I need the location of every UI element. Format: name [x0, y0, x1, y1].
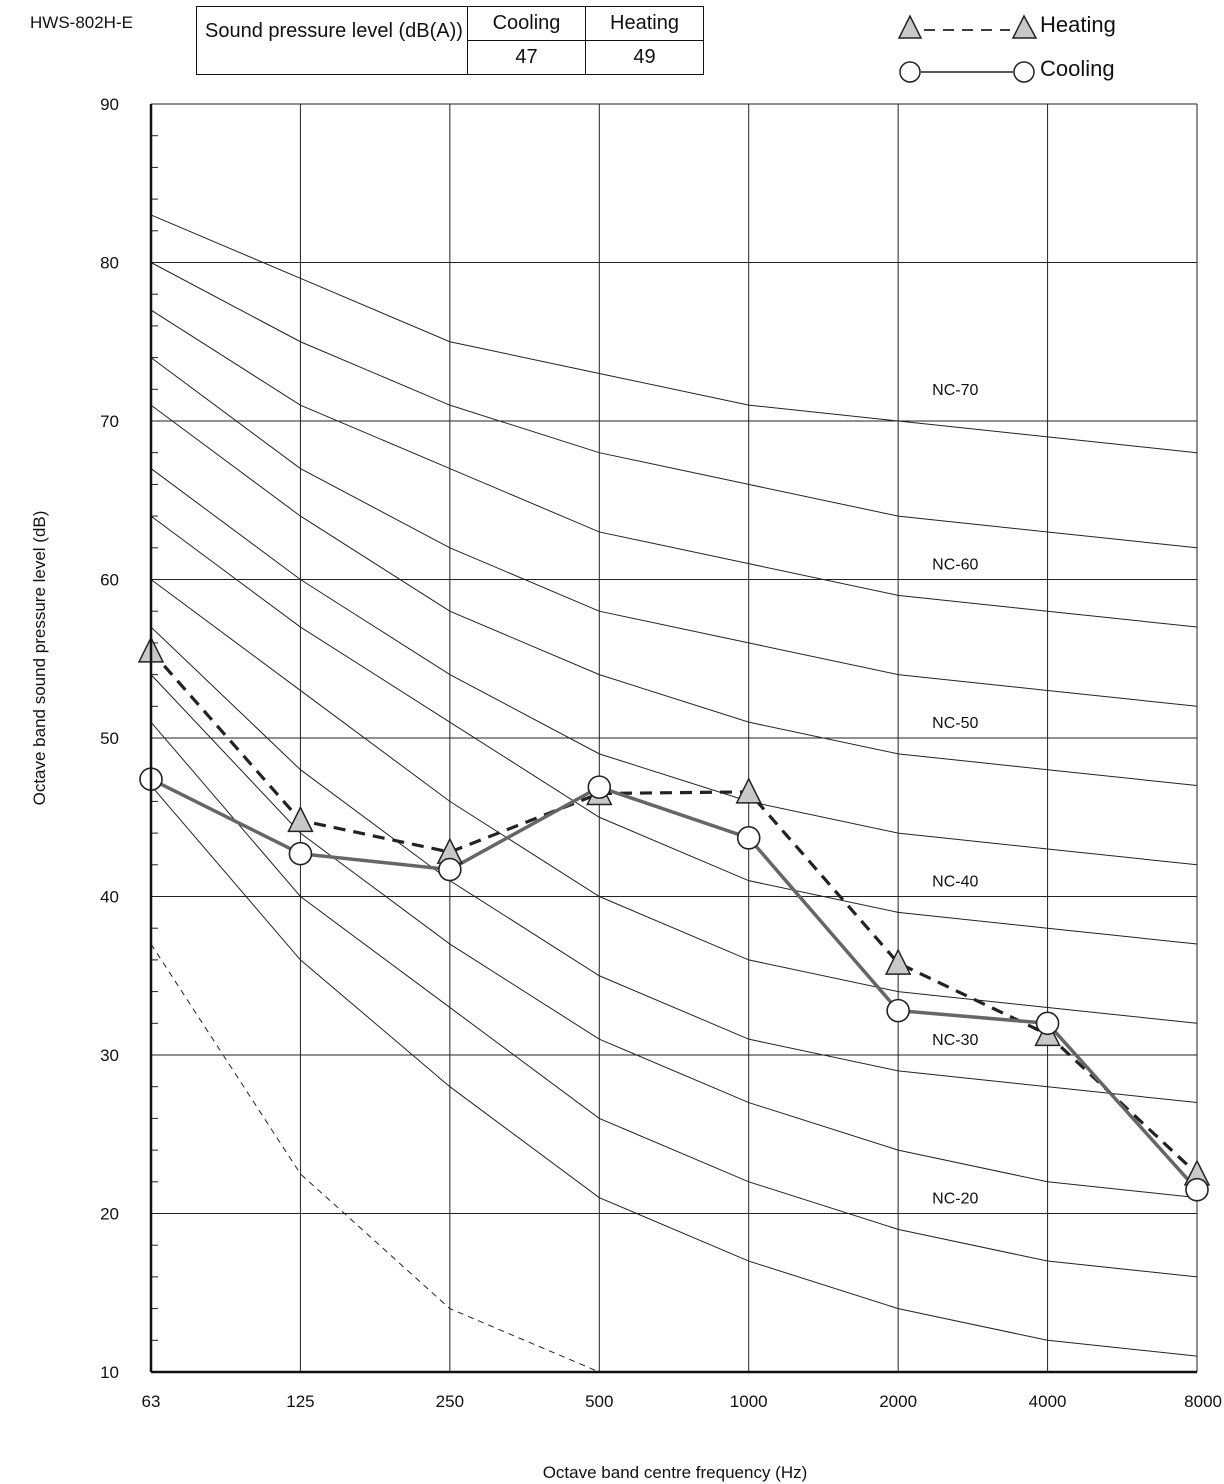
point-cooling — [1035, 1011, 1060, 1036]
x-axis-title: Octave band centre frequency (Hz) — [543, 1463, 808, 1482]
x-tick-label: 500 — [585, 1392, 613, 1411]
nc-curve — [150, 214, 1198, 454]
nc-curve-label: NC-30 — [932, 1032, 978, 1049]
nc-curve — [150, 579, 1198, 1024]
model-name: HWS-802H-E — [30, 13, 133, 32]
legend-heating-symbol — [897, 14, 1038, 39]
y-tick-label: 90 — [100, 95, 119, 114]
y-tick-label: 30 — [100, 1046, 119, 1065]
point-cooling — [587, 775, 612, 799]
series-line-cooling — [150, 777, 1199, 1191]
table-cooling-value: 47 — [467, 40, 586, 75]
nc-curve — [150, 721, 1198, 1278]
nc-curve — [150, 262, 1198, 549]
y-tick-label: 60 — [100, 571, 119, 590]
table-cooling-label: Cooling — [467, 6, 586, 41]
nc-curve-label: NC-50 — [932, 715, 978, 732]
nc-curve-label: NC-20 — [932, 1190, 978, 1207]
point-cooling — [736, 826, 761, 850]
nc-curve — [150, 515, 1198, 945]
nc-curve — [150, 468, 1198, 866]
nc-curve — [150, 626, 1198, 1104]
nc-curve — [150, 404, 1198, 787]
nc-curve-label: NC-60 — [932, 556, 978, 573]
chart-legend: Heating Cooling — [896, 8, 1156, 88]
point-cooling — [1185, 1177, 1209, 1202]
sound-level-table: Sound pressure level (dB(A)) Cooling Hea… — [196, 6, 704, 75]
threshold-curve — [150, 943, 600, 1373]
y-tick-label: 10 — [100, 1363, 119, 1382]
legend-heating-label: Heating — [1040, 12, 1116, 37]
x-tick-label: 250 — [436, 1392, 464, 1411]
x-tick-label: 2000 — [879, 1392, 917, 1411]
table-heating-value: 49 — [585, 40, 704, 75]
table-header-label: Sound pressure level (dB(A)) — [196, 6, 468, 75]
point-heating — [884, 948, 912, 975]
legend-cooling-symbol — [899, 61, 1035, 83]
series-line-heating — [149, 649, 1199, 1176]
point-heating — [735, 777, 762, 804]
y-tick-label: 70 — [100, 412, 119, 431]
y-tick-label: 50 — [100, 729, 119, 748]
nc-curve-label: NC-40 — [932, 873, 978, 890]
nc-curve — [150, 357, 1198, 707]
nc-curve — [150, 674, 1198, 1199]
x-tick-label: 125 — [286, 1392, 314, 1411]
table-heating-label: Heating — [585, 6, 704, 41]
x-tick-label: 4000 — [1029, 1392, 1067, 1411]
nc-curve-label: NC-70 — [932, 382, 978, 399]
y-tick-label: 40 — [100, 888, 119, 907]
nc-curve — [150, 785, 1198, 1357]
point-cooling — [886, 998, 910, 1023]
y-tick-label: 20 — [100, 1205, 119, 1224]
y-tick-label: 80 — [100, 254, 119, 273]
x-tick-label: 8000 — [1184, 1392, 1222, 1411]
point-heating — [287, 805, 314, 833]
x-tick-label: 1000 — [730, 1392, 768, 1411]
nc-curve — [150, 309, 1198, 628]
point-cooling — [438, 857, 462, 882]
x-tick-label: 63 — [142, 1392, 161, 1411]
y-axis-title: Octave band sound pressure level (dB) — [30, 511, 49, 806]
legend-cooling-label: Cooling — [1040, 56, 1115, 81]
point-cooling — [288, 841, 313, 866]
